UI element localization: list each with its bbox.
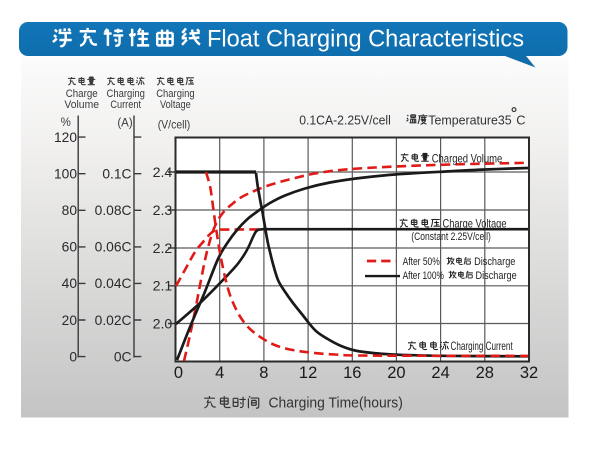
svg-text:16: 16 bbox=[343, 364, 361, 382]
svg-text:0C: 0C bbox=[114, 349, 132, 364]
svg-text:0.04C: 0.04C bbox=[95, 276, 132, 291]
svg-text:0: 0 bbox=[174, 364, 183, 382]
svg-text:0.02C: 0.02C bbox=[95, 313, 132, 328]
svg-text:2.1: 2.1 bbox=[153, 279, 173, 295]
svg-text:0.1C: 0.1C bbox=[102, 167, 131, 182]
svg-text:After 50%: After 50% bbox=[403, 256, 440, 268]
svg-text:Charging: Charging bbox=[156, 88, 194, 100]
svg-text:0: 0 bbox=[69, 349, 77, 364]
svg-text:%: % bbox=[61, 117, 71, 129]
svg-text:Float Charging Characteristics: Float Charging Characteristics bbox=[207, 25, 524, 52]
svg-text:40: 40 bbox=[62, 276, 78, 291]
svg-text:28: 28 bbox=[476, 364, 494, 382]
svg-text:After 100%: After 100% bbox=[403, 270, 444, 282]
svg-text:4: 4 bbox=[215, 364, 224, 382]
svg-text:Charging Current: Charging Current bbox=[451, 339, 514, 353]
svg-text:100: 100 bbox=[54, 167, 77, 182]
svg-text:(Constant 2.25V/cell): (Constant 2.25V/cell) bbox=[411, 231, 491, 243]
svg-text:2.0: 2.0 bbox=[153, 316, 173, 332]
svg-text:20: 20 bbox=[387, 364, 405, 382]
svg-text:Temperature35: Temperature35 bbox=[428, 112, 511, 127]
svg-text:80: 80 bbox=[62, 203, 78, 218]
svg-text:Voltage: Voltage bbox=[160, 99, 191, 111]
svg-text:Charge Voltage: Charge Voltage bbox=[443, 217, 507, 231]
svg-text:(A): (A) bbox=[117, 118, 133, 130]
svg-text:0.06C: 0.06C bbox=[95, 240, 132, 255]
svg-text:Charging Time(hours): Charging Time(hours) bbox=[269, 396, 403, 412]
svg-text:2.4: 2.4 bbox=[153, 165, 173, 181]
svg-text:Current: Current bbox=[110, 99, 141, 111]
svg-text:32: 32 bbox=[520, 364, 538, 382]
svg-text:60: 60 bbox=[62, 240, 78, 255]
svg-text:12: 12 bbox=[299, 364, 317, 382]
svg-text:2.3: 2.3 bbox=[153, 203, 173, 219]
svg-text:20: 20 bbox=[62, 313, 78, 328]
svg-text:(V/cell): (V/cell) bbox=[158, 117, 191, 131]
svg-text:Charge: Charge bbox=[66, 88, 98, 100]
svg-text:Volume: Volume bbox=[64, 99, 99, 111]
svg-text:24: 24 bbox=[431, 364, 449, 382]
svg-text:Discharge: Discharge bbox=[476, 270, 517, 282]
svg-text:120: 120 bbox=[54, 130, 77, 145]
svg-text:C: C bbox=[516, 112, 525, 127]
svg-text:Charged Volume: Charged Volume bbox=[432, 151, 503, 165]
svg-text:8: 8 bbox=[259, 364, 268, 382]
svg-text:0.1CA-2.25V/cell: 0.1CA-2.25V/cell bbox=[299, 112, 391, 127]
svg-text:0.08C: 0.08C bbox=[95, 203, 132, 218]
svg-text:2.2: 2.2 bbox=[153, 241, 173, 257]
svg-text:Charging: Charging bbox=[107, 88, 145, 100]
svg-text:Discharge: Discharge bbox=[474, 256, 515, 268]
